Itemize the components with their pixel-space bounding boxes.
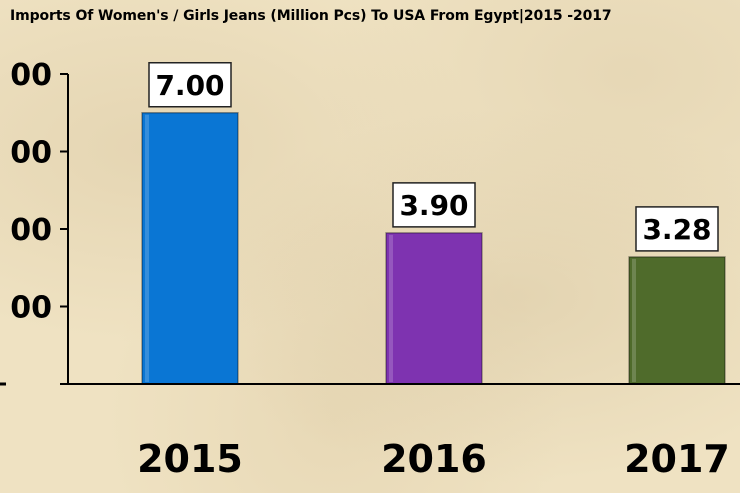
x-tick-label-2015: 2015 [137,437,243,481]
x-axis-ticks: 2015 2016 2017 [137,437,730,481]
bar-highlight [389,234,393,382]
bar-highlight [145,114,149,382]
data-label-2017: 3.28 [642,213,711,246]
data-label-2016: 3.90 [399,189,468,222]
data-labels: 7.00 3.90 3.28 [148,62,719,252]
data-label-box [635,206,719,252]
data-label-2015: 7.00 [155,69,224,102]
bars [141,112,726,385]
data-label-box [392,182,476,228]
y-tick-label: 00 [10,291,52,326]
bar-2016 [385,232,483,385]
data-label-box [148,62,232,108]
bar-2017 [628,256,726,385]
y-axis-ticks: 00 00 00 00 [0,58,68,386]
y-tick-label: 00 [10,58,52,93]
y-tick-label: 00 [10,136,52,171]
y-tick-label: 00 [10,213,52,248]
x-tick-label-2016: 2016 [381,437,487,481]
x-tick-label-2017: 2017 [624,437,730,481]
bar-2015 [141,112,239,385]
bar-highlight [632,258,636,382]
chart-title: Imports Of Women's / Girls Jeans (Millio… [10,8,612,24]
